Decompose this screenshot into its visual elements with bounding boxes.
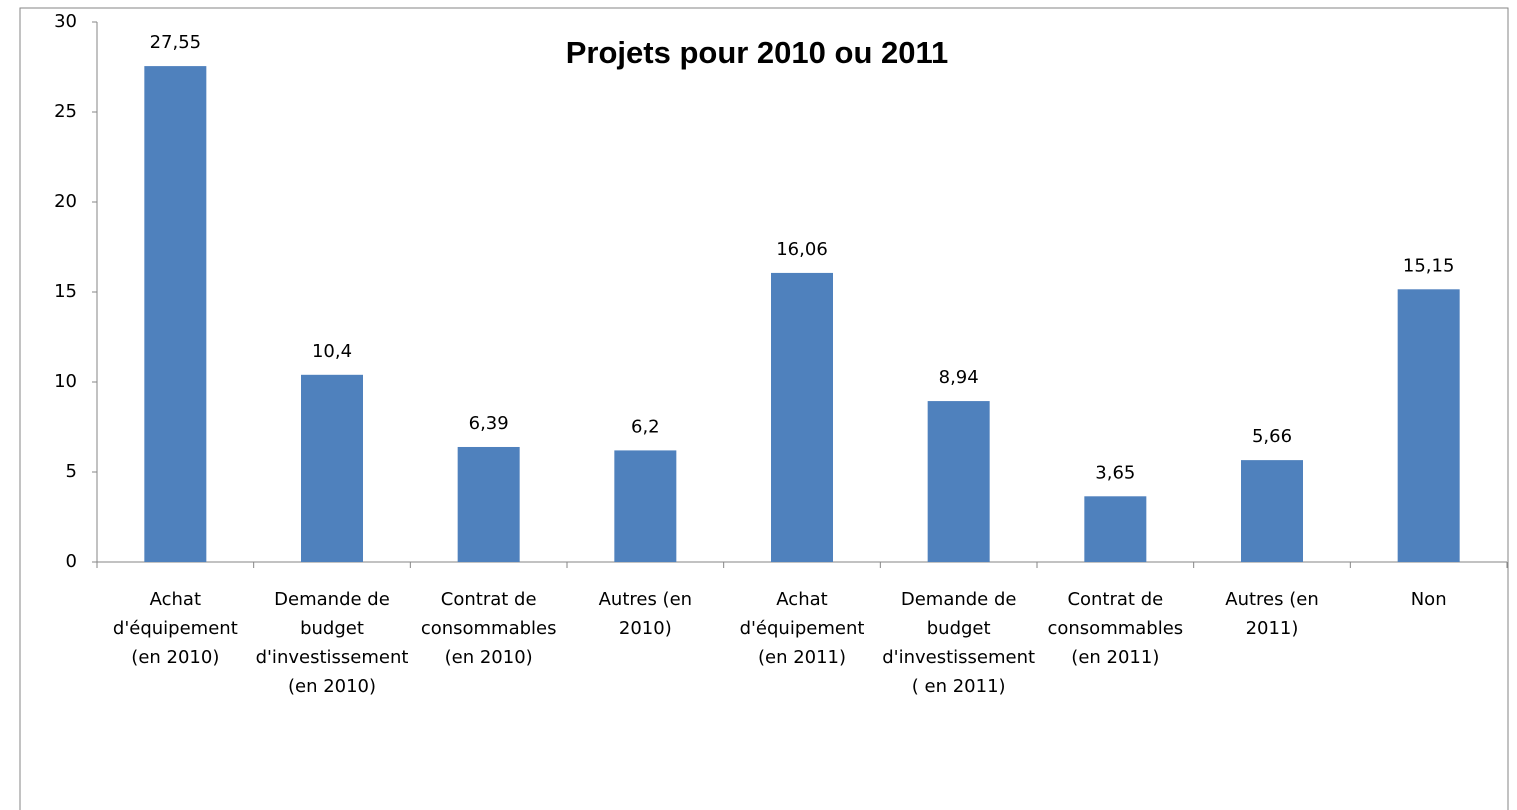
x-tick-label-line: Autres (en [599, 589, 692, 610]
bar [457, 446, 520, 562]
x-tick-label-line: Contrat de [1067, 589, 1163, 610]
x-tick-label-line: ( en 2011) [912, 676, 1006, 697]
x-tick-label: Autres (en 2010) [599, 589, 692, 639]
value-label: 6,39 [469, 413, 509, 434]
x-tick-label-line: (en 2010) [131, 647, 219, 668]
chart-title: Projets pour 2010 ou 2011 [566, 35, 949, 70]
x-tick-label-line: (en 2010) [445, 647, 533, 668]
value-label: 8,94 [939, 367, 979, 388]
x-tick-label-line: d'investissement [882, 647, 1035, 668]
x-tick-label-line: d'équipement [740, 618, 865, 639]
value-label: 5,66 [1252, 426, 1292, 447]
value-label: 16,06 [776, 239, 828, 260]
bar [301, 374, 363, 562]
x-tick-label-line: (en 2011) [758, 647, 846, 668]
x-tick-label-line: Achat [776, 589, 827, 610]
x-tick-label: Achat d'équipement (en 2010) [113, 589, 238, 668]
bar [1397, 289, 1460, 562]
chart-frame [19, 7, 1509, 810]
x-tick-label-line: Non [1411, 589, 1447, 610]
x-tick-label-line: consommables [1047, 618, 1183, 639]
y-tick-label: 15 [54, 281, 77, 302]
y-tick-label: 30 [54, 11, 77, 32]
x-tick-label-line: budget [300, 618, 364, 639]
x-tick-label-line: Contrat de [441, 589, 537, 610]
value-label: 10,4 [312, 341, 352, 362]
x-tick-label: Demande de budget d'investissement (en 2010… [256, 589, 409, 697]
x-tick-label: Contrat de consommables (en 2011) [1047, 589, 1183, 668]
y-tick-label: 10 [54, 371, 77, 392]
x-tick-label: Autres (en 2011) [1225, 589, 1318, 639]
x-tick-label-line: consommables [421, 618, 557, 639]
x-tick-label-line: 2010) [619, 618, 672, 639]
x-tick-label-line: Demande de [274, 589, 390, 610]
x-tick-label-line: (en 2011) [1071, 647, 1159, 668]
value-label: 15,15 [1403, 255, 1455, 276]
y-tick-label: 5 [66, 461, 77, 482]
y-tick-label: 0 [66, 551, 77, 572]
value-label: 3,65 [1095, 462, 1135, 483]
x-tick-label-line: budget [927, 618, 991, 639]
bar [927, 401, 990, 562]
x-tick-label-line: d'investissement [256, 647, 409, 668]
y-tick-label: 20 [54, 191, 77, 212]
bar [1241, 460, 1303, 562]
x-tick-label-line: 2011) [1246, 618, 1299, 639]
x-tick-label-line: Achat [150, 589, 201, 610]
x-tick-label: Non [1411, 589, 1447, 610]
bar [614, 450, 677, 562]
value-label: 27,55 [150, 32, 202, 53]
bar [771, 272, 833, 562]
x-tick-label-line: Demande de [901, 589, 1017, 610]
x-tick-label-line: (en 2010) [288, 676, 376, 697]
x-tick-label: Contrat de consommables (en 2010) [421, 589, 557, 668]
bar [1084, 496, 1147, 562]
bar [144, 66, 207, 562]
y-tick-label: 25 [54, 101, 77, 122]
value-label: 6,2 [631, 416, 660, 437]
x-tick-label-line: d'équipement [113, 618, 238, 639]
x-tick-label: Demande de budget d'investissement ( en 201… [882, 589, 1035, 697]
x-tick-label-line: Autres (en [1225, 589, 1318, 610]
x-tick-label: Achat d'équipement (en 2011) [740, 589, 865, 668]
